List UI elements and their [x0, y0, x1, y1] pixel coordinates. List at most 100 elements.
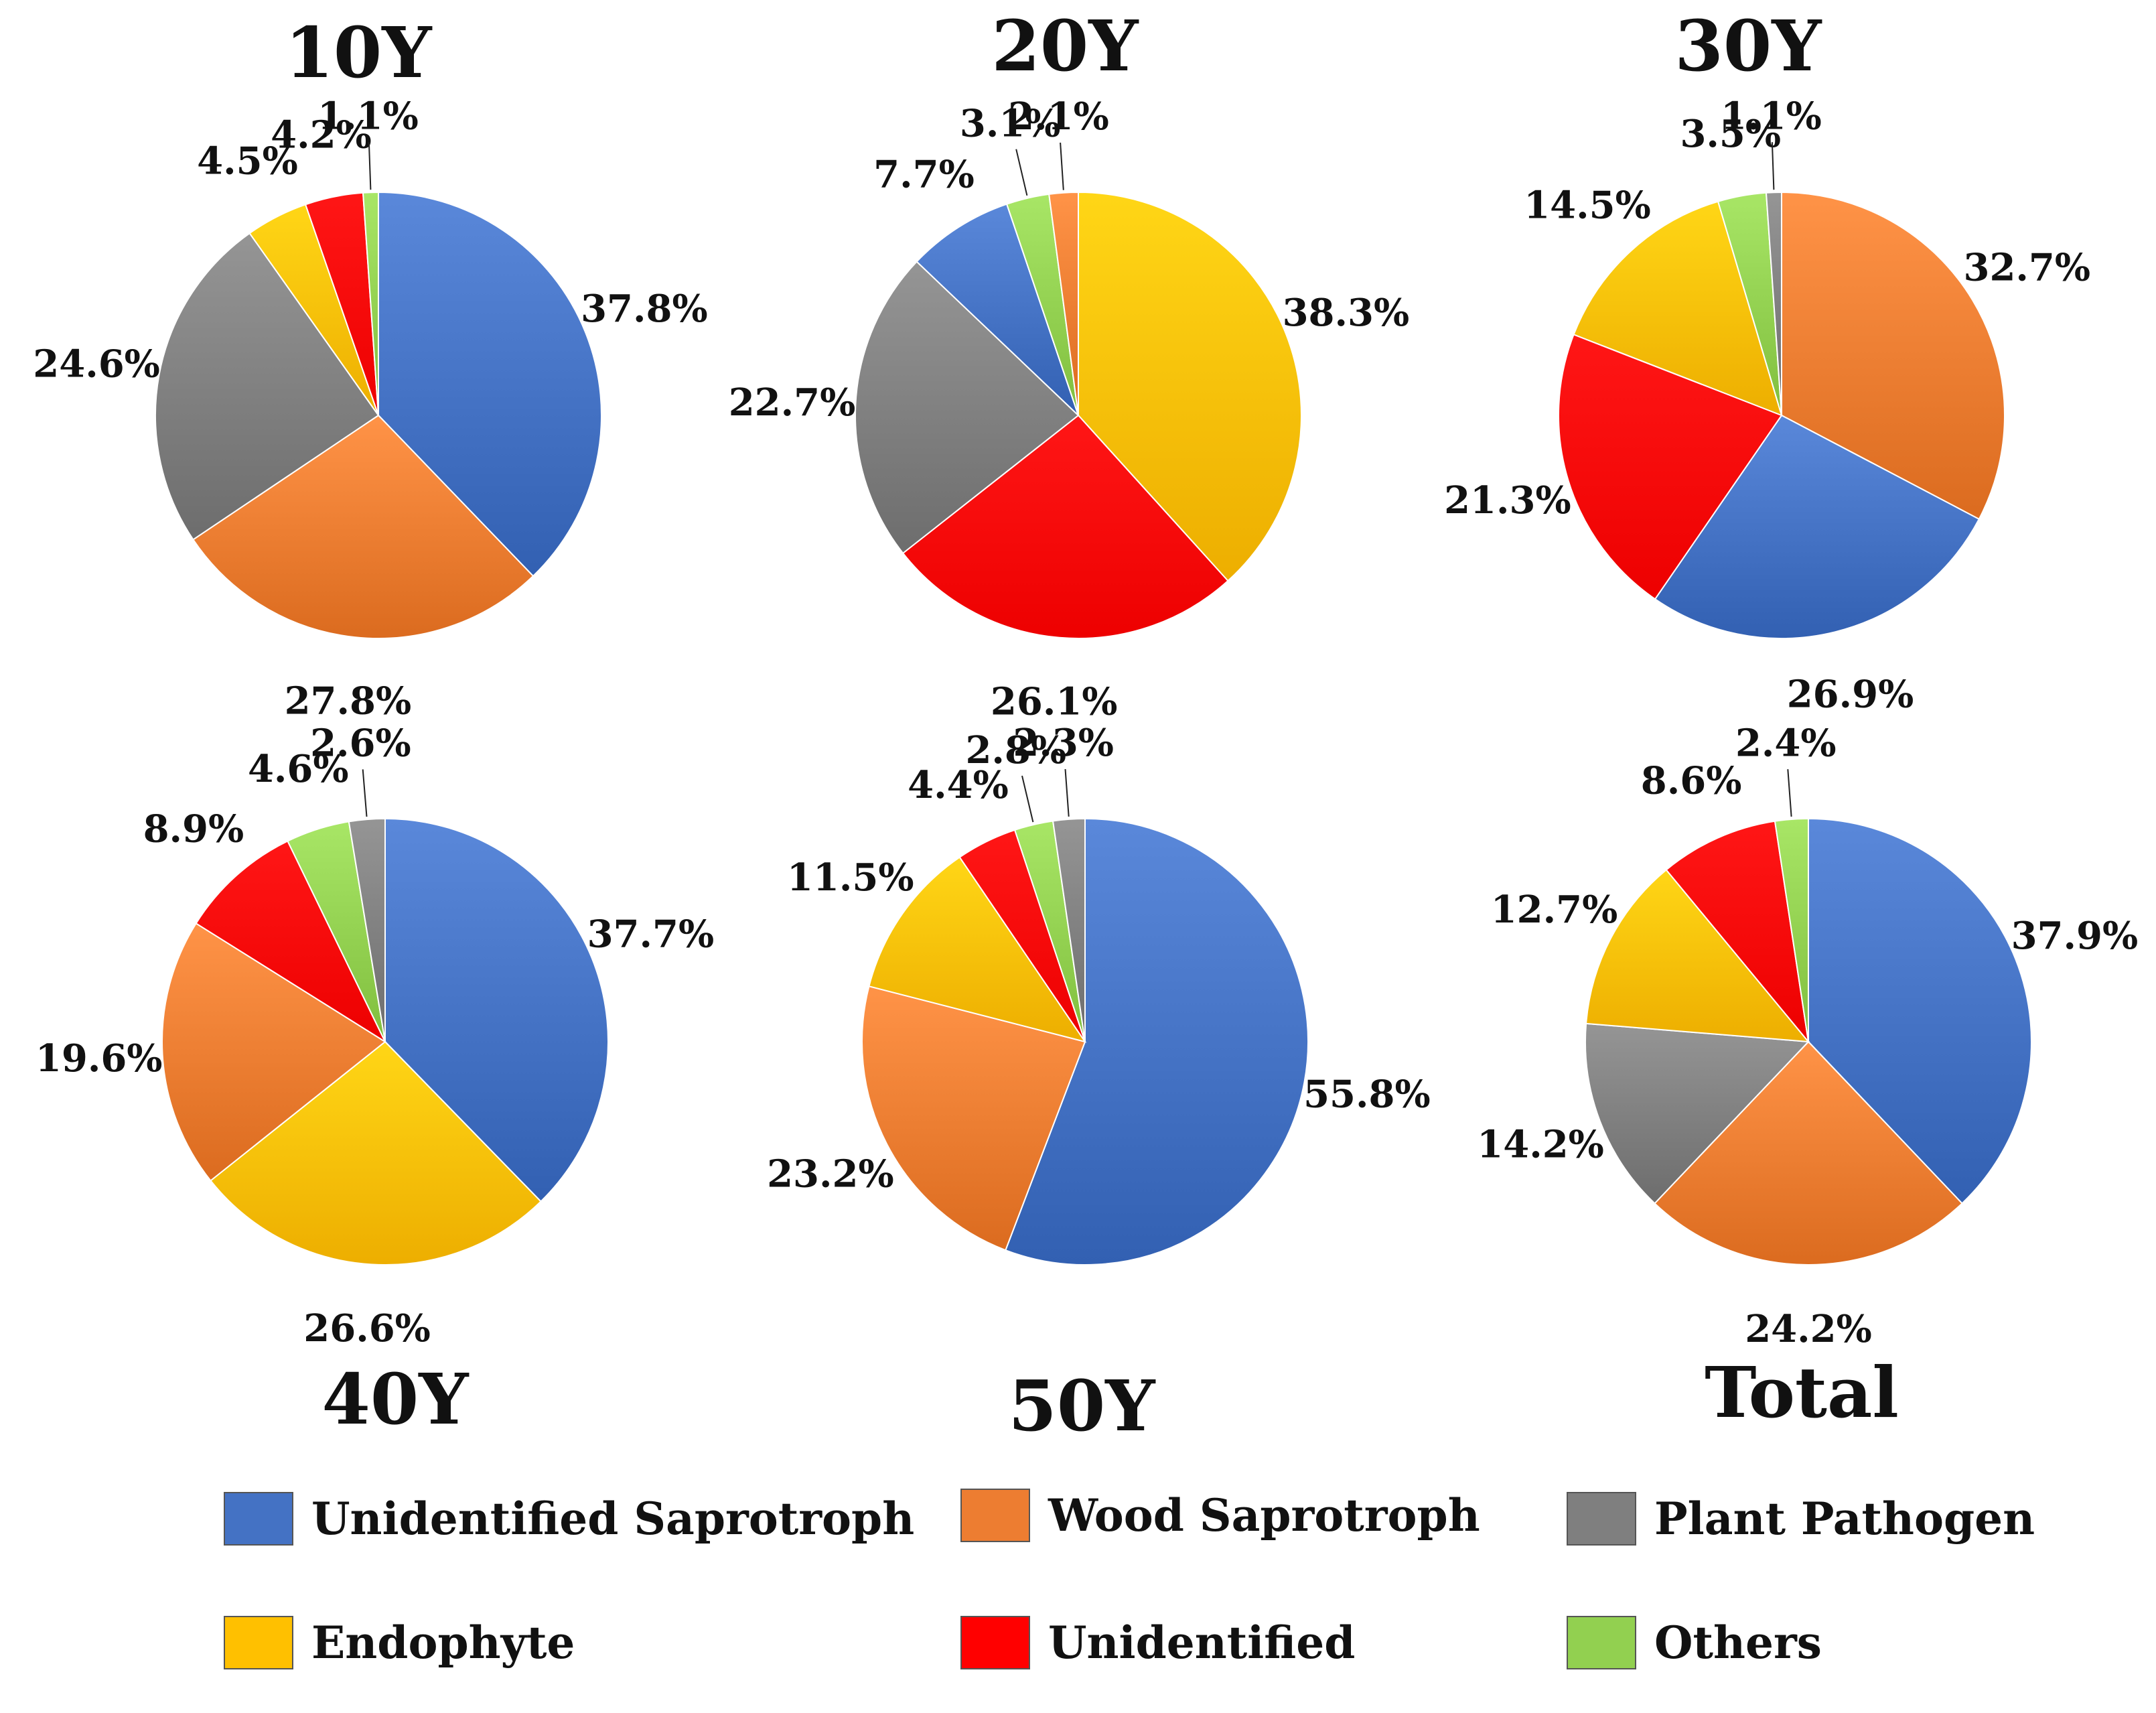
slice-30y-endophyte: [1573, 200, 1783, 417]
pct-label-10y-others: 1.1%: [317, 94, 419, 138]
pie-charts: 37.8%27.8%24.6%4.5%4.2%1.1%10Y38.3%26.1%…: [33, 5, 2138, 1447]
leader-line-20y-wood-saprotroph: [1060, 142, 1064, 190]
leader-line-40y-plant-pathogen: [362, 769, 368, 817]
legend-label-plant-pathogen: Plant Pathogen: [1654, 1493, 2035, 1545]
slice-30y-wood-saprotroph: [1781, 191, 2005, 521]
slice-40y-unidentified: [195, 840, 387, 1044]
pie-40y: 37.7% 26.6% 19.6% 8.9%4.6%2.6% 40Y: [35, 722, 714, 1441]
pct-label-20y-others: 3.1%: [960, 102, 1061, 146]
pct-label-40y-unidentified: 8.9%: [143, 807, 244, 851]
leader-line-50y-others: [1021, 775, 1034, 823]
pie-title-50y: 50Y: [1009, 1365, 1157, 1447]
leader-line-10y-others: [368, 142, 372, 190]
pie-title-total: Total: [1705, 1351, 1899, 1434]
pct-label-total-wood-saprotroph: 24.2%: [1745, 1307, 1872, 1351]
pct-label-30y-others: 3.5%: [1680, 112, 1781, 156]
pct-label-50y-unidentified: 4.4%: [908, 763, 1009, 807]
legend-item-plant-pathogen: Plant Pathogen: [1567, 1492, 2035, 1546]
legend-item-unidentified: Unidentified: [960, 1616, 1355, 1669]
slice-50y-plant-pathogen: [1052, 817, 1086, 1042]
slice-30y-plant-pathogen: [1765, 191, 1782, 416]
slice-30y-unidentified: [1558, 334, 1783, 600]
pie-50y: 55.8% 23.2% 11.5% 4.4%2.8%2.3% 50Y: [767, 721, 1431, 1447]
leader-line-20y-others: [1015, 149, 1028, 196]
pct-label-30y-unidentified-saprotroph: 26.9%: [1787, 673, 1914, 717]
slice-30y-unidentified-saprotroph: [1654, 414, 1981, 639]
leader-line-50y-plant-pathogen: [1064, 769, 1070, 817]
pie-30y: 32.7% 26.9% 21.3% 14.5% 3.5%1.1% 30Y: [1444, 5, 2090, 717]
pie-title-10y: 10Y: [285, 11, 433, 94]
slice-20y-unidentified: [902, 414, 1229, 639]
pct-label-40y-plant-pathogen: 2.6%: [310, 722, 411, 766]
pct-label-30y-plant-pathogen: 1.1%: [1721, 94, 1822, 138]
slice-20y-unidentified-saprotroph: [916, 203, 1079, 416]
pct-label-40y-unidentified-saprotroph: 37.7%: [587, 912, 715, 957]
pct-label-total-endophyte: 12.7%: [1491, 888, 1618, 932]
pie-title-20y: 20Y: [992, 5, 1140, 87]
slice-40y-unidentified-saprotroph: [384, 817, 609, 1203]
slice-40y-wood-saprotroph: [161, 922, 386, 1182]
slice-total-endophyte: [1585, 869, 1810, 1043]
pct-label-10y-plant-pathogen: 24.6%: [33, 342, 160, 386]
pct-label-20y-endophyte: 38.3%: [1283, 291, 1410, 335]
legend-label-unidentified: Unidentified: [1048, 1617, 1355, 1669]
pct-label-10y-unidentified: 4.2%: [271, 113, 372, 157]
legend-swatch-plant-pathogen: [1567, 1492, 1636, 1546]
pct-label-30y-endophyte: 14.5%: [1524, 183, 1651, 227]
pct-label-30y-unidentified: 21.3%: [1444, 478, 1571, 523]
pct-label-20y-plant-pathogen: 22.7%: [729, 381, 856, 425]
legend-swatch-unidentified-saprotroph: [224, 1492, 293, 1546]
pie-title-30y: 30Y: [1675, 5, 1823, 87]
slice-total-wood-saprotroph: [1654, 1040, 1963, 1265]
slice-total-plant-pathogen: [1585, 1022, 1810, 1205]
pct-label-40y-wood-saprotroph: 19.6%: [35, 1036, 163, 1081]
legend-item-unidentified-saprotroph: Unidentified Saprotroph: [224, 1492, 914, 1546]
pct-label-30y-wood-saprotroph: 32.7%: [1963, 246, 2090, 290]
pie-total: 37.9% 24.2% 14.2% 12.7% 8.6%2.4% Total: [1477, 721, 2138, 1434]
slice-total-unidentified: [1665, 820, 1810, 1044]
pct-label-50y-endophyte: 11.5%: [787, 855, 914, 900]
pie-10y: 37.8% 27.8% 24.6% 4.5%4.2%1.1%10Y: [33, 11, 707, 724]
pct-label-total-others: 2.4%: [1735, 721, 1837, 765]
slice-10y-others: [362, 191, 379, 416]
pct-label-40y-others: 4.6%: [248, 747, 349, 791]
legend-label-endophyte: Endophyte: [311, 1617, 575, 1669]
slice-10y-wood-saprotroph: [192, 414, 534, 639]
pct-label-50y-plant-pathogen: 2.3%: [1013, 721, 1114, 765]
pct-label-20y-unidentified-saprotroph: 7.7%: [873, 152, 975, 196]
slice-total-unidentified-saprotroph: [1808, 817, 2032, 1205]
slice-10y-plant-pathogen: [155, 232, 380, 541]
leader-line-30y-plant-pathogen: [1771, 142, 1775, 190]
legend-swatch-unidentified: [960, 1616, 1030, 1669]
pct-label-total-plant-pathogen: 14.2%: [1477, 1123, 1604, 1167]
legend-swatch-wood-saprotroph: [960, 1489, 1030, 1542]
legend-swatch-others: [1567, 1616, 1636, 1669]
slice-total-others: [1774, 817, 1809, 1042]
pct-label-50y-wood-saprotroph: 23.2%: [767, 1152, 894, 1196]
pct-label-20y-wood-saprotroph: 2.1%: [1008, 94, 1109, 139]
slice-50y-unidentified-saprotroph: [1005, 817, 1309, 1265]
pie-title-40y: 40Y: [322, 1358, 470, 1440]
pct-label-40y-endophyte: 26.6%: [303, 1306, 431, 1351]
legend-label-others: Others: [1654, 1617, 1822, 1669]
legend-label-unidentified-saprotroph: Unidentified Saprotroph: [311, 1493, 914, 1545]
slice-20y-endophyte: [1078, 191, 1302, 582]
pct-label-10y-wood-saprotroph: 27.8%: [285, 679, 412, 724]
pct-label-total-unidentified: 8.6%: [1641, 758, 1742, 803]
slice-20y-plant-pathogen: [855, 261, 1080, 555]
slice-40y-endophyte: [210, 1040, 542, 1266]
pct-label-10y-endophyte: 4.5%: [197, 139, 298, 183]
legend-item-others: Others: [1567, 1616, 1822, 1669]
legend-swatch-endophyte: [224, 1616, 293, 1669]
slice-20y-wood-saprotroph: [1048, 191, 1079, 416]
legend: Unidentified Saprotroph Wood Saprotroph Pl…: [224, 1489, 2035, 1669]
pie-20y: 38.3% 26.1% 22.7% 7.7% 3.1%2.1% 20Y: [729, 5, 1410, 724]
pct-label-total-unidentified-saprotroph: 37.9%: [2011, 914, 2139, 958]
pct-label-50y-others: 2.8%: [965, 728, 1066, 772]
slice-50y-wood-saprotroph: [861, 985, 1086, 1251]
leader-line-total-others: [1787, 769, 1792, 817]
legend-label-wood-saprotroph: Wood Saprotroph: [1048, 1489, 1480, 1541]
slice-10y-unidentified-saprotroph: [378, 191, 602, 577]
pct-label-10y-unidentified-saprotroph: 37.8%: [581, 287, 708, 331]
